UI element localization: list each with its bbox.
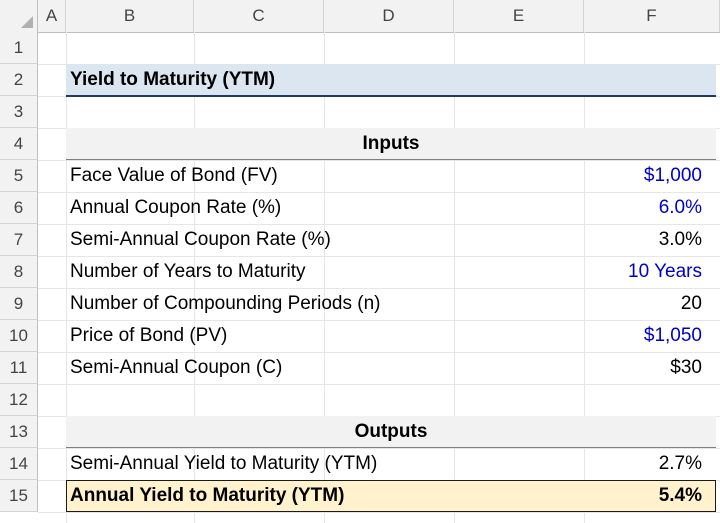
input-label-compounding-periods[interactable]: Number of Compounding Periods (n) xyxy=(70,293,381,314)
gridline xyxy=(38,352,720,353)
row-header-1[interactable]: 1 xyxy=(0,32,38,64)
row-header-15[interactable]: 15 xyxy=(0,480,38,512)
row-header-3[interactable]: 3 xyxy=(0,96,38,128)
outputs-header[interactable]: Outputs xyxy=(354,421,428,442)
column-header-b[interactable]: B xyxy=(66,0,194,32)
outputs-header-band xyxy=(66,416,716,448)
inputs-header-band xyxy=(66,128,716,160)
input-value-semi-annual-coupon[interactable]: $30 xyxy=(670,357,702,378)
gridline xyxy=(38,224,720,225)
input-label-face-value[interactable]: Face Value of Bond (FV) xyxy=(70,165,278,186)
row-header-6[interactable]: 6 xyxy=(0,192,38,224)
row-header-14[interactable]: 14 xyxy=(0,448,38,480)
column-header-f[interactable]: F xyxy=(584,0,720,32)
gridline xyxy=(38,256,720,257)
output-label-semi-annual-ytm[interactable]: Semi-Annual Yield to Maturity (YTM) xyxy=(70,453,378,474)
sheet-title[interactable]: Yield to Maturity (YTM) xyxy=(70,69,276,90)
input-value-price-of-bond[interactable]: $1,050 xyxy=(643,325,702,346)
row-header-7[interactable]: 7 xyxy=(0,224,38,256)
gridline xyxy=(38,512,720,513)
input-label-semi-annual-coupon[interactable]: Semi-Annual Coupon (C) xyxy=(70,357,283,378)
input-label-annual-coupon-rate[interactable]: Annual Coupon Rate (%) xyxy=(70,197,282,218)
annual-ytm-highlight xyxy=(66,480,716,512)
output-value-semi-annual-ytm[interactable]: 2.7% xyxy=(658,453,702,474)
gridline xyxy=(38,288,720,289)
input-label-years-to-maturity[interactable]: Number of Years to Maturity xyxy=(70,261,306,282)
column-header-bar: A B C D E F xyxy=(0,0,720,33)
gridline xyxy=(38,192,720,193)
title-band xyxy=(66,64,716,97)
output-label-annual-ytm[interactable]: Annual Yield to Maturity (YTM) xyxy=(70,485,345,506)
column-header-c[interactable]: C xyxy=(194,0,324,32)
input-value-annual-coupon-rate[interactable]: 6.0% xyxy=(658,197,702,218)
row-header-5[interactable]: 5 xyxy=(0,160,38,192)
select-all-corner[interactable] xyxy=(0,0,38,32)
inputs-header[interactable]: Inputs xyxy=(362,133,420,154)
gridline xyxy=(324,32,325,523)
row-header-9[interactable]: 9 xyxy=(0,288,38,320)
input-value-semi-annual-coupon-rate[interactable]: 3.0% xyxy=(658,229,702,250)
column-header-e[interactable]: E xyxy=(454,0,584,32)
row-header-4[interactable]: 4 xyxy=(0,128,38,160)
column-header-a[interactable]: A xyxy=(38,0,66,32)
output-value-annual-ytm[interactable]: 5.4% xyxy=(658,485,702,506)
input-value-compounding-periods[interactable]: 20 xyxy=(680,293,702,314)
input-label-price-of-bond[interactable]: Price of Bond (PV) xyxy=(70,325,228,346)
column-header-d[interactable]: D xyxy=(324,0,454,32)
gridline xyxy=(194,32,195,523)
gridline xyxy=(584,32,585,523)
gridline xyxy=(454,32,455,523)
row-header-8[interactable]: 8 xyxy=(0,256,38,288)
select-all-icon xyxy=(21,16,33,28)
input-label-semi-annual-coupon-rate[interactable]: Semi-Annual Coupon Rate (%) xyxy=(70,229,331,250)
gridline xyxy=(66,32,67,523)
row-header-13[interactable]: 13 xyxy=(0,416,38,448)
row-header-12[interactable]: 12 xyxy=(0,384,38,416)
row-header-11[interactable]: 11 xyxy=(0,352,38,384)
row-header-10[interactable]: 10 xyxy=(0,320,38,352)
row-header-2[interactable]: 2 xyxy=(0,64,38,96)
gridline xyxy=(38,320,720,321)
input-value-face-value[interactable]: $1,000 xyxy=(643,165,702,186)
gridline xyxy=(38,384,720,385)
gridline xyxy=(38,448,720,449)
gridline xyxy=(38,160,720,161)
input-value-years-to-maturity[interactable]: 10 Years xyxy=(628,261,702,282)
